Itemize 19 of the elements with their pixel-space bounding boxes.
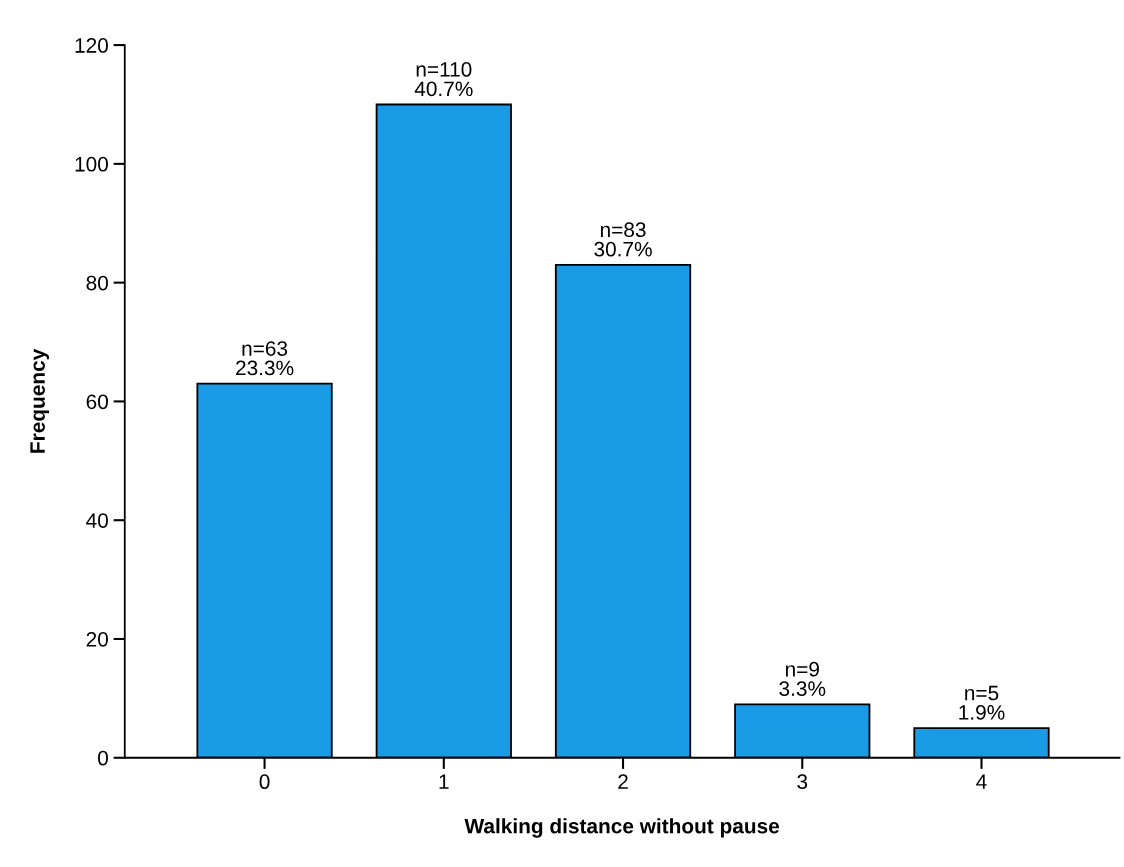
y-axis-title: Frequency [30, 348, 50, 453]
y-tick-label: 20 [86, 631, 108, 647]
data-label: n=110 40.7% [414, 62, 473, 97]
data-label: n=63 23.3% [236, 341, 294, 376]
data-label: n=5 1.9% [959, 685, 1005, 720]
x-tick-label: 2 [618, 774, 628, 789]
x-tick-label: 4 [976, 774, 987, 789]
y-tick-label: 40 [86, 513, 108, 528]
y-tick-label: 80 [86, 275, 108, 291]
x-tick-label: 3 [797, 774, 808, 790]
y-tick-label: 60 [86, 394, 108, 410]
data-label: n=9 3.3% [779, 661, 826, 697]
x-tick-label: 1 [439, 774, 449, 789]
x-tick-label: 0 [259, 774, 270, 790]
y-tick-label: 120 [75, 38, 108, 53]
y-tick-label: 100 [75, 156, 108, 172]
data-label: n=83 30.7% [594, 222, 652, 257]
x-axis-title: Walking distance without pause [464, 818, 780, 838]
y-tick-label: 0 [98, 750, 108, 766]
